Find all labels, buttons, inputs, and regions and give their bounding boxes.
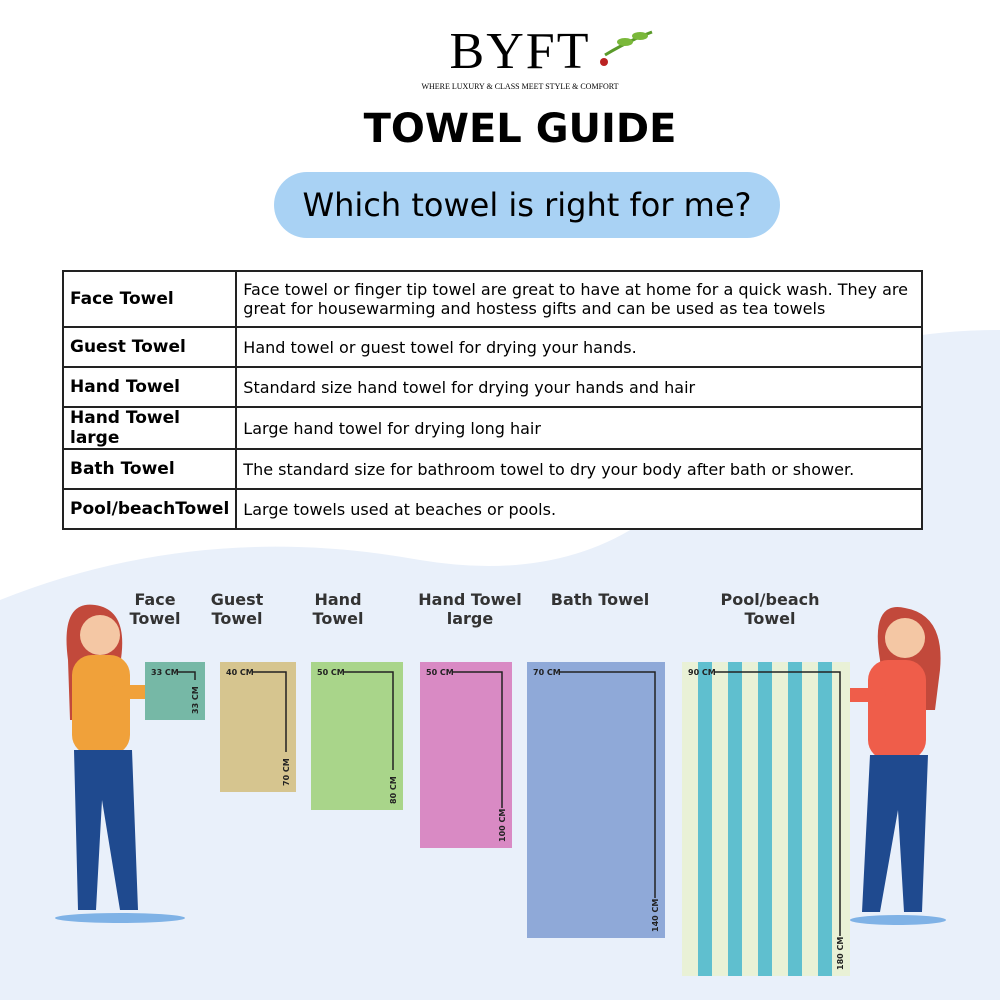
table-row: Pool/beachTowel Large towels used at beac… <box>61 488 923 530</box>
towel-label: Bath Towel <box>550 590 650 609</box>
length-label: 100 CM <box>498 809 507 842</box>
towel-description: Large towels used at beaches or pools. <box>235 488 923 530</box>
towel-name: Hand Towel <box>61 366 238 408</box>
length-label: 33 CM <box>191 686 200 714</box>
table-row: Hand Towel large Large hand towel for dry… <box>61 406 923 450</box>
table-row: Hand Towel Standard size hand towel for d… <box>61 366 923 408</box>
dimension-line <box>252 671 287 752</box>
width-label: 90 CM <box>688 668 716 677</box>
towel-name: Guest Towel <box>61 326 238 368</box>
towel-label: Pool/beach Towel <box>720 590 820 628</box>
towel-stripe <box>758 662 772 976</box>
towel-description: Large hand towel for drying long hair <box>235 406 923 450</box>
woman-right <box>836 607 946 925</box>
towel-name: Face Towel <box>61 270 238 328</box>
towel-label: Hand Towel large <box>418 590 522 628</box>
dimension-line <box>452 671 503 808</box>
towel <box>527 662 665 938</box>
towel-label: Hand Towel <box>312 590 364 628</box>
width-label: 50 CM <box>317 668 345 677</box>
towel <box>220 662 296 792</box>
table-row: Face Towel Face towel or finger tip towel… <box>61 270 923 328</box>
tagline: WHERE LUXURY & CLASS MEET STYLE & COMFOR… <box>421 82 619 91</box>
dimension-line <box>343 671 394 770</box>
dimension-line <box>177 671 196 680</box>
towel-description: Hand towel or guest towel for drying you… <box>235 326 923 368</box>
towel-description: The standard size for bathroom towel to … <box>235 448 923 490</box>
towel-name: Bath Towel <box>61 448 238 490</box>
length-label: 180 CM <box>836 937 845 970</box>
length-label: 70 CM <box>282 758 291 786</box>
towel-label: Guest Towel <box>210 590 264 628</box>
width-label: 70 CM <box>533 668 561 677</box>
table-row: Guest Towel Hand towel or guest towel for… <box>61 326 923 368</box>
woman-left <box>55 604 185 923</box>
width-label: 40 CM <box>226 668 254 677</box>
towel-stripe <box>818 662 832 976</box>
length-label: 140 CM <box>651 899 660 932</box>
brand: BYFT <box>449 23 591 80</box>
title: TOWEL GUIDE <box>363 106 677 152</box>
dimension-line <box>559 671 656 898</box>
towel <box>311 662 403 810</box>
towel-description: Standard size hand towel for drying your… <box>235 366 923 408</box>
towel-stripe <box>728 662 742 976</box>
width-label: 50 CM <box>426 668 454 677</box>
towel-description: Face towel or finger tip towel are great… <box>235 270 923 328</box>
towel <box>420 662 512 848</box>
width-label: 33 CM <box>151 668 179 677</box>
table-row: Bath Towel The standard size for bathroom… <box>61 448 923 490</box>
question: Which towel is right for me? <box>274 172 780 238</box>
towel-stripe <box>788 662 802 976</box>
towel-table: Face Towel Face towel or finger tip towel… <box>61 270 923 530</box>
leaf-logo <box>600 30 653 66</box>
towel-name: Pool/beachTowel <box>61 488 238 530</box>
towel-name: Hand Towel large <box>61 406 238 450</box>
dimension-line <box>714 671 841 936</box>
towel-stripe <box>698 662 712 976</box>
length-label: 80 CM <box>389 776 398 804</box>
towel-label: Face Towel <box>129 590 181 628</box>
